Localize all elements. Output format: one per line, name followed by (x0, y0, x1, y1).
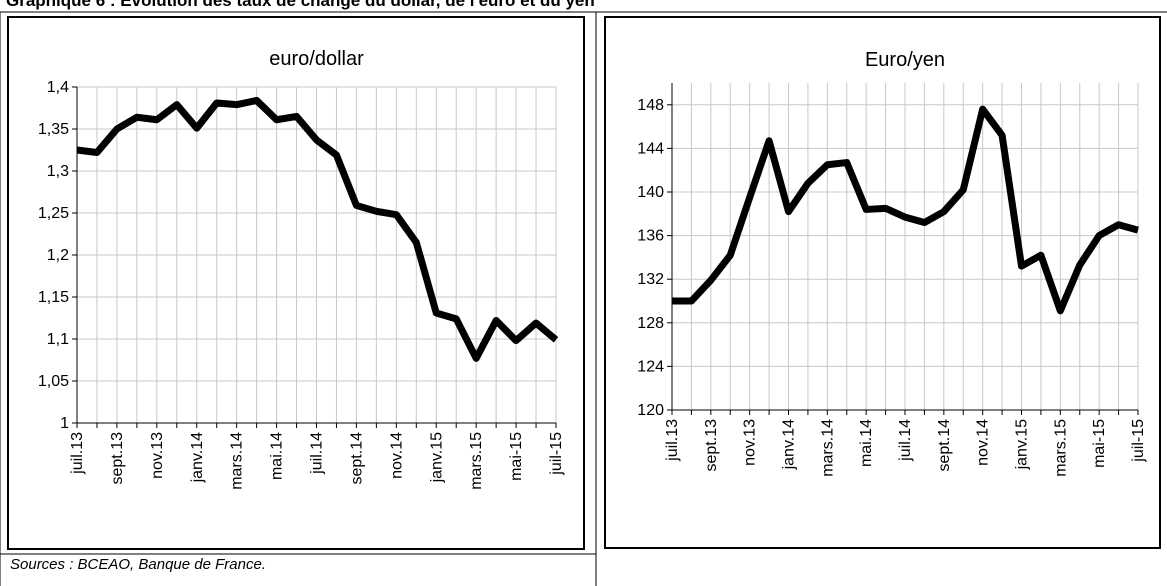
x-tick-label: mai-15 (1091, 419, 1108, 468)
x-tick-label: mai.14 (858, 419, 875, 467)
y-tick-label: 1,35 (38, 121, 69, 138)
x-tick-label: nov.14 (975, 419, 992, 466)
y-tick-label: 148 (637, 97, 664, 114)
y-tick-label: 1 (60, 415, 69, 432)
y-tick-label: 124 (637, 358, 664, 375)
x-tick-label: mai.14 (269, 432, 286, 480)
chart-frame (7, 16, 585, 550)
x-tick-label: sept.14 (348, 432, 365, 485)
y-tick-label: 132 (637, 271, 664, 288)
line-series (672, 105, 1139, 315)
y-tick-label: 1,2 (47, 247, 69, 264)
x-tick-label: juil.14 (309, 432, 326, 475)
x-tick-label: sept.13 (109, 432, 126, 485)
chart-title: Euro/yen (865, 49, 945, 71)
x-tick-label: sept.14 (936, 419, 953, 472)
x-tick-label: juil.14 (897, 419, 914, 462)
x-tick-label: mai-15 (508, 432, 525, 481)
heading: Graphique 6 : Evolution des taux de chan… (6, 0, 595, 10)
y-tick-label: 120 (637, 402, 664, 419)
y-tick-label: 136 (637, 228, 664, 245)
x-tick-label: janv.14 (189, 432, 206, 484)
y-tick-label: 1,25 (38, 205, 69, 222)
x-tick-label: janv.15 (1014, 419, 1031, 471)
x-tick-label: juil-15 (548, 432, 565, 476)
x-tick-label: janv.14 (781, 419, 798, 471)
source: Sources : BCEAO, Banque de France. (10, 556, 266, 573)
x-tick-label: nov.13 (742, 419, 759, 466)
x-tick-label: juil-15 (1130, 419, 1147, 463)
y-tick-label: 144 (637, 140, 664, 157)
x-tick-label: sept.13 (703, 419, 720, 472)
y-tick-label: 1,1 (47, 331, 69, 348)
x-tick-label: juil.13 (69, 432, 86, 475)
chart-title: euro/dollar (269, 48, 364, 70)
y-tick-label: 128 (637, 315, 664, 332)
x-tick-label: juil.13 (664, 419, 681, 462)
y-tick-label: 140 (637, 184, 664, 201)
y-tick-label: 1,15 (38, 289, 69, 306)
y-tick-label: 1,4 (47, 79, 69, 96)
chart-frame (604, 16, 1161, 549)
x-tick-label: nov.14 (388, 432, 405, 479)
y-tick-label: 1,05 (38, 373, 69, 390)
y-tick-label: 1,3 (47, 163, 69, 180)
x-tick-label: mars.14 (229, 432, 246, 490)
x-tick-label: mars.14 (819, 419, 836, 477)
x-tick-label: mars.15 (1052, 419, 1069, 477)
x-tick-label: mars.15 (468, 432, 485, 490)
line-series (76, 96, 559, 362)
x-tick-label: janv.15 (428, 432, 445, 484)
x-tick-label: nov.13 (149, 432, 166, 479)
